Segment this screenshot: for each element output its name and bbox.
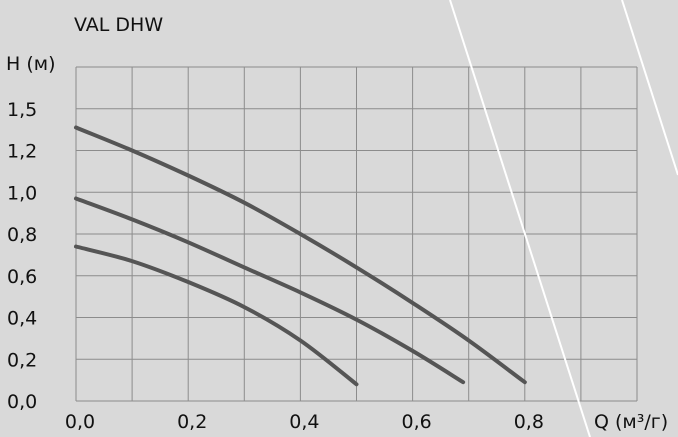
y-tick-label: 0,6	[7, 266, 37, 288]
pump-curve-2	[74, 196, 466, 385]
chart-tick-labels: 0,0 0,2 0,4 0,6 0,8 0,0 0,2 0,4 0,6 0,8 1,0 1,2 1,5	[7, 99, 544, 433]
y-tick-label: 0,8	[7, 224, 37, 246]
chart-series	[74, 125, 527, 387]
y-tick-label: 1,5	[7, 99, 37, 121]
pump-curve-1	[74, 125, 527, 385]
x-tick-label: 0,2	[177, 411, 207, 433]
y-tick-label: 0,2	[7, 349, 37, 371]
x-axis-label: Q (м³/г)	[594, 411, 668, 433]
y-tick-label: 0,0	[7, 391, 37, 413]
x-tick-label: 0,6	[401, 411, 431, 433]
pump-curve-3	[74, 244, 359, 387]
chart-title: VAL DHW	[74, 14, 163, 36]
diagonal-line	[449, 0, 591, 437]
chart-grid	[75, 66, 638, 402]
y-axis-label: H (м)	[6, 53, 56, 75]
x-tick-label: 0,0	[65, 411, 95, 433]
x-tick-label: 0,8	[514, 411, 544, 433]
x-tick-label: 0,4	[289, 411, 319, 433]
diagonal-lines	[449, 0, 678, 437]
diagonal-line	[621, 0, 678, 176]
y-tick-label: 1,2	[7, 141, 37, 163]
y-tick-label: 1,0	[7, 182, 37, 204]
y-tick-label: 0,4	[7, 308, 37, 330]
